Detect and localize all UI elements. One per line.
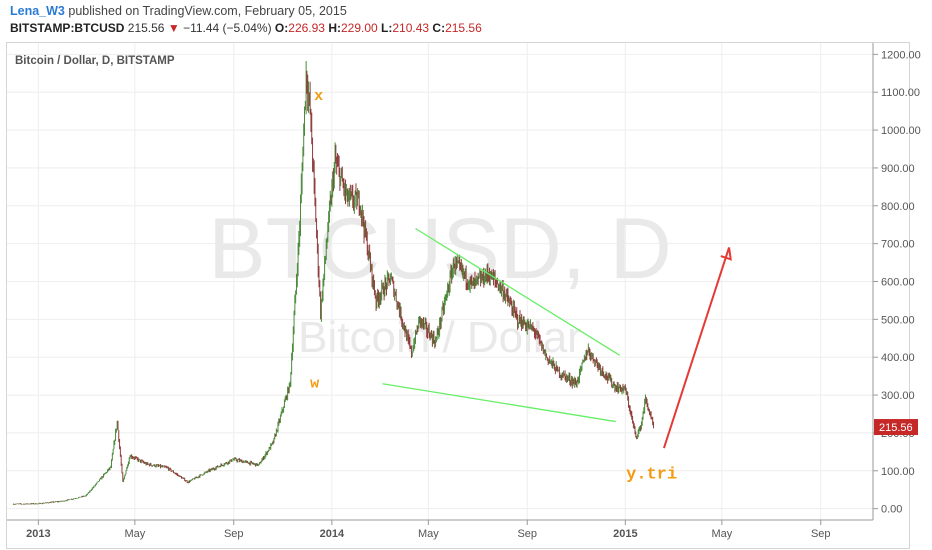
price-tag-label: 215.56 xyxy=(879,422,913,434)
arrow-head-icon xyxy=(720,247,732,261)
chart-title: Bitcoin / Dollar, D, BITSTAMP xyxy=(15,55,175,67)
watermark: BTCUSD, D Bitcoin / Dollar xyxy=(208,201,671,362)
open-value: 226.93 xyxy=(288,21,325,35)
last-price-tag: 215.56 xyxy=(874,419,918,436)
publish-line: Lena_W3 published on TradingView.com, Fe… xyxy=(10,4,347,18)
lower-trendline[interactable] xyxy=(382,383,616,423)
last-price: 215.56 xyxy=(127,21,165,35)
x-tick-label: 2013 xyxy=(26,528,50,540)
close-label: C: xyxy=(432,21,446,35)
x-tick-label: May xyxy=(124,528,145,540)
y-tick-label: 500.00 xyxy=(881,314,915,326)
author-link[interactable]: Lena_W3 xyxy=(10,4,65,18)
high-label: H: xyxy=(328,21,341,35)
wave-label: y.tri xyxy=(626,465,677,484)
open-label: O: xyxy=(274,21,289,35)
x-tick-label: 2014 xyxy=(320,528,345,540)
published-text: published on TradingView.com, February 0… xyxy=(68,4,347,18)
x-tick-label: 2015 xyxy=(613,528,637,540)
high-value: 229.00 xyxy=(340,21,378,35)
upper-trendline[interactable] xyxy=(415,227,621,356)
y-tick-label: 0.00 xyxy=(881,504,902,516)
price-tag-box xyxy=(874,419,918,436)
x-tick-label: Sep xyxy=(517,528,537,540)
x-tick-label: May xyxy=(711,528,732,540)
x-tick-label: May xyxy=(418,528,439,540)
arrow-shaft[interactable] xyxy=(662,247,731,449)
y-tick-label: 800.00 xyxy=(881,201,915,213)
y-tick-label: 400.00 xyxy=(881,352,915,364)
low-value: 210.43 xyxy=(392,21,430,35)
wave-label: x xyxy=(314,88,323,105)
wave-label: w xyxy=(310,376,319,393)
y-tick-label: 700.00 xyxy=(881,239,915,251)
down-arrow-icon: ▼ xyxy=(167,21,180,35)
y-tick-label: 900.00 xyxy=(881,163,915,175)
low-label: L: xyxy=(381,21,393,35)
y-tick-label: 300.00 xyxy=(881,390,915,402)
axes: 0.00100.00200.00300.00400.00500.00600.00… xyxy=(7,43,921,540)
publication-header: Lena_W3 published on TradingView.com, Fe… xyxy=(0,0,932,42)
y-tick-label: 1100.00 xyxy=(881,87,920,99)
y-tick-label: 1000.00 xyxy=(881,125,921,137)
close-value: 215.56 xyxy=(445,21,482,35)
projection-arrow xyxy=(662,247,732,449)
y-tick-label: 100.00 xyxy=(881,466,915,478)
price-series xyxy=(12,61,654,505)
y-tick-label: 1200.00 xyxy=(881,49,921,61)
trendlines xyxy=(382,227,621,423)
x-tick-label: Sep xyxy=(811,528,831,540)
symbol-name: BITSTAMP:BTCUSD xyxy=(10,21,125,35)
chart-frame[interactable] xyxy=(6,42,910,549)
x-tick-label: Sep xyxy=(224,528,244,540)
symbol-quote-line: BITSTAMP:BTCUSD 215.56 ▼ −11.44 (−5.04%)… xyxy=(10,21,482,35)
y-tick-label: 600.00 xyxy=(881,277,915,289)
watermark-symbol: BTCUSD, D xyxy=(208,201,671,297)
price-change: −11.44 (−5.04%) xyxy=(183,21,272,35)
wave-annotations: x w y.tri xyxy=(310,88,677,485)
